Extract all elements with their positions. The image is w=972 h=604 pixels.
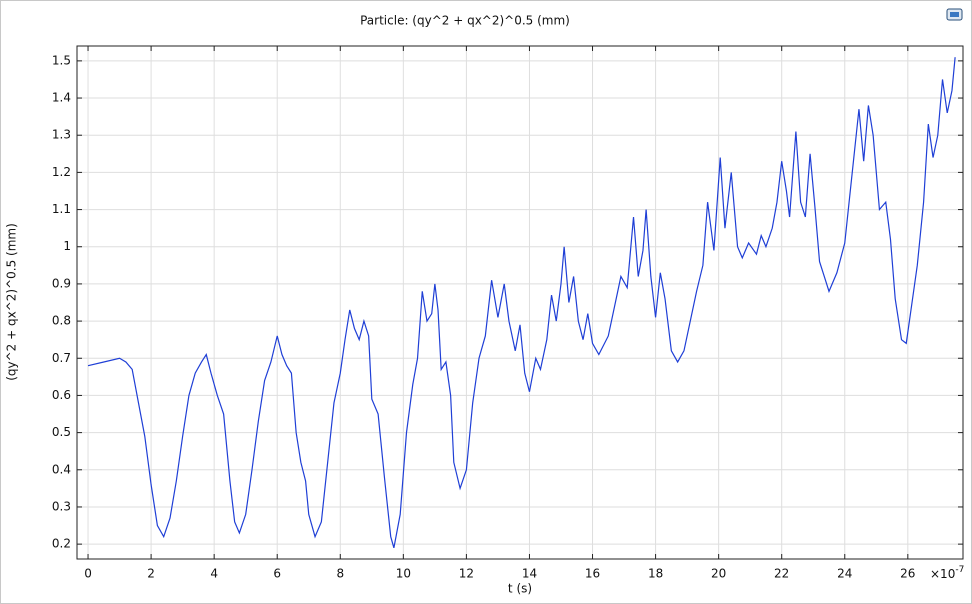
- x-tick-label: 20: [711, 567, 726, 581]
- x-tick-label: 2: [147, 567, 155, 581]
- x-tick-label: 24: [837, 567, 852, 581]
- x-multiplier: ×10-7: [930, 565, 964, 581]
- y-tick-label: 1.2: [52, 165, 71, 179]
- y-tick-label: 1: [63, 239, 71, 253]
- y-tick-label: 0.3: [52, 499, 71, 513]
- y-axis-label: (qy^2 + qx^2)^0.5 (mm): [5, 223, 19, 381]
- y-tick-label: 0.5: [52, 425, 71, 439]
- data-line: [87, 57, 956, 549]
- y-tick-label: 1.1: [52, 202, 71, 216]
- x-tick-label: 18: [648, 567, 663, 581]
- x-tick-label: 10: [396, 567, 411, 581]
- chart-title: Particle: (qy^2 + qx^2)^0.5 (mm): [360, 14, 570, 28]
- x-multiplier-base: ×10: [930, 567, 955, 581]
- x-tick-label: 22: [774, 567, 789, 581]
- x-axis-label: t (s): [508, 582, 532, 596]
- x-tick-label: 12: [459, 567, 474, 581]
- x-multiplier-exponent: -7: [955, 565, 964, 575]
- y-tick-label: 1.4: [52, 91, 71, 105]
- y-tick-label: 0.6: [52, 388, 71, 402]
- x-tick-label: 16: [585, 567, 600, 581]
- y-tick-label: 0.9: [52, 276, 71, 290]
- y-tick-label: 1.3: [52, 128, 71, 142]
- x-tick-label: 8: [336, 567, 344, 581]
- y-tick-label: 0.7: [52, 351, 71, 365]
- y-tick-label: 0.2: [52, 537, 71, 551]
- toolbar-icon[interactable]: [946, 8, 963, 21]
- y-tick-label: 0.4: [52, 462, 71, 476]
- x-tick-label: 6: [273, 567, 281, 581]
- plot-border: [76, 45, 964, 560]
- x-tick-label: 26: [900, 567, 915, 581]
- x-tick-label: 4: [210, 567, 218, 581]
- x-tick-label: 14: [522, 567, 537, 581]
- x-tick-label: 0: [84, 567, 92, 581]
- y-tick-label: 1.5: [52, 53, 71, 67]
- y-tick-label: 0.8: [52, 314, 71, 328]
